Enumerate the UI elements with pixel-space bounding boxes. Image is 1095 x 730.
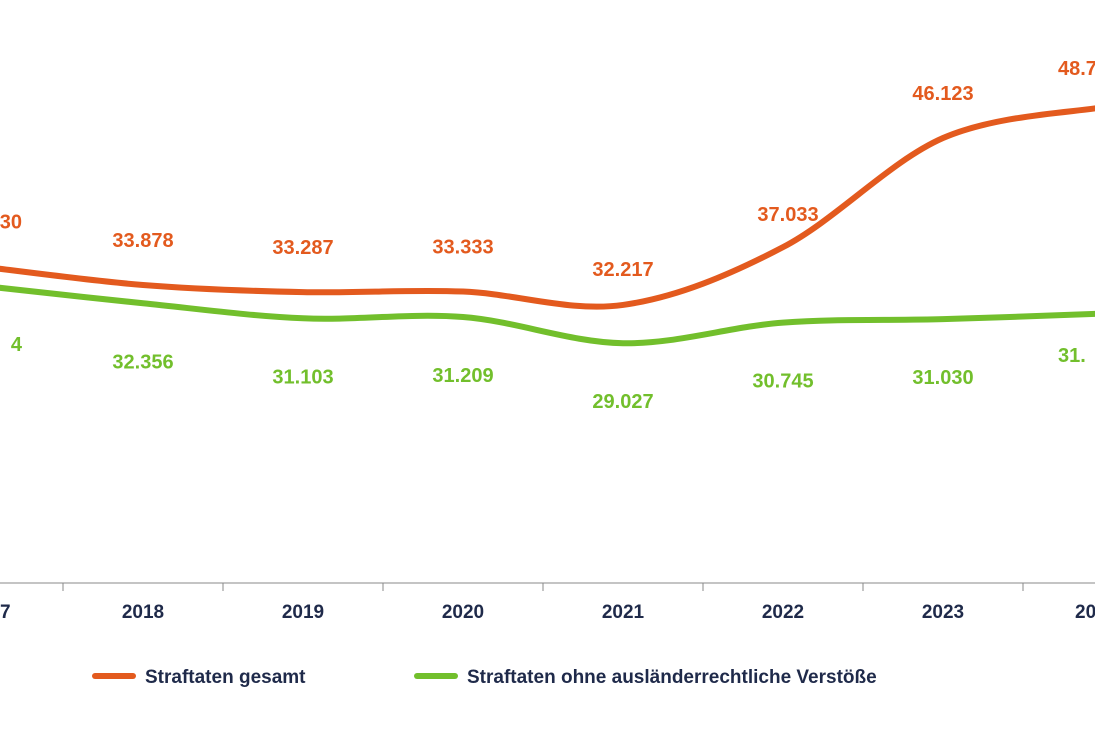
data-label: 31.	[1058, 345, 1086, 367]
data-label: 37.033	[757, 204, 818, 226]
data-label: 4	[11, 334, 23, 356]
data-label: 33.333	[432, 237, 493, 259]
data-labels: 30 33.878 33.287 33.333 32.217 37.033 46.123 48…	[0, 58, 1095, 413]
x-tick-label: 2018	[122, 602, 164, 623]
data-label: 32.356	[112, 351, 173, 373]
x-tick-label: 2022	[762, 602, 804, 623]
data-label: 46.123	[912, 83, 973, 105]
data-label: 31.103	[272, 366, 333, 388]
x-axis: 7 2018 2019 2020 2021 2022 2023 20	[0, 582, 1095, 623]
x-tick-label: 2020	[442, 602, 484, 623]
legend-label-ohne: Straftaten ohne ausländerrechtliche Vers…	[467, 667, 877, 688]
legend-label-gesamt: Straftaten gesamt	[145, 667, 306, 688]
x-tick-label: 20	[1075, 602, 1095, 623]
data-label: 33.287	[272, 237, 333, 259]
x-tick-label: 2019	[282, 602, 324, 623]
series-lines	[0, 105, 1095, 347]
x-tick-label: 2021	[602, 602, 645, 623]
data-label: 31.030	[912, 367, 973, 389]
data-label: 30.745	[752, 371, 813, 393]
series-line-1	[0, 284, 1095, 347]
data-label: 31.209	[432, 365, 493, 387]
data-label: 33.878	[112, 230, 173, 252]
legend: Straftaten gesamt Straftaten ohne auslän…	[92, 667, 877, 688]
series-line-0	[0, 105, 1095, 310]
data-label: 48.7	[1058, 58, 1095, 80]
x-tick-label: 2023	[922, 602, 964, 623]
x-tick-label: 7	[0, 602, 11, 623]
data-label: 29.027	[592, 391, 653, 413]
data-label: 32.217	[592, 259, 653, 281]
data-label: 30	[0, 212, 22, 234]
